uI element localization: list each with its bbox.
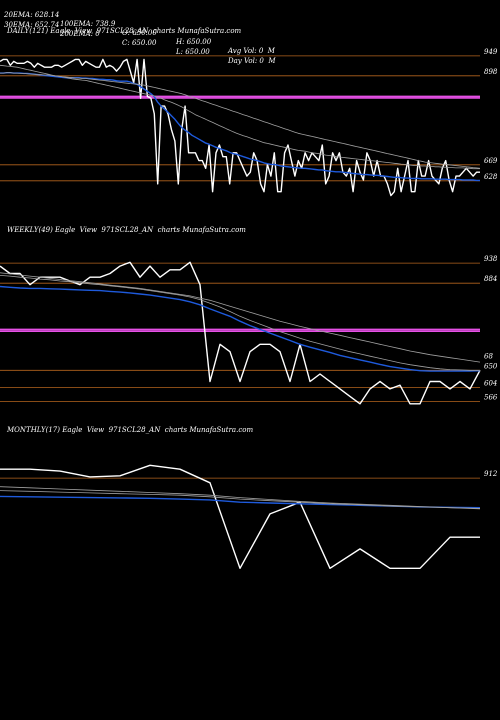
ema30-value: 30EMA: 652.74 [4, 21, 60, 29]
daily-chart-title: DAILY(121) Eagle View 971SCL28_AN charts… [7, 27, 242, 35]
ema20-value: 20EMA: 628.14 [4, 11, 60, 19]
day-vol-value: Day Vol: 0 M [228, 57, 276, 65]
high-value: H: 650.00 [176, 38, 212, 46]
daily-price-label: 669 [484, 157, 498, 165]
daily-ema-mid-line [0, 64, 480, 170]
daily-price-label: 898 [484, 68, 498, 76]
monthly-chart-title: MONTHLY(17) Eagle View 971SCL28_AN chart… [7, 426, 254, 434]
daily-price-line [0, 58, 480, 197]
daily-ema-long-line [0, 72, 481, 169]
weekly-ema-mid-line [0, 275, 480, 371]
weekly-price-label: 650 [484, 362, 498, 370]
monthly-price-line [0, 464, 480, 569]
weekly-ema-long-line [0, 272, 481, 363]
weekly-price-label: 604 [484, 379, 497, 387]
daily-price-label: 628 [484, 173, 498, 181]
monthly-ema-long-line [0, 486, 481, 510]
close-value: C: 650.00 [122, 39, 157, 47]
weekly-panel: 938 884 68 650 604 566 [0, 255, 498, 405]
weekly-price-label: 884 [484, 275, 497, 283]
weekly-price-label: 938 [484, 255, 498, 263]
header-row-1: 20EMA: 628.14 100EMA: 738.9 O: 650.00 H:… [4, 2, 275, 56]
weekly-ema-short-line [0, 285, 481, 372]
daily-panel: 949 898 669 628 [0, 48, 498, 197]
ema100-value: 100EMA: 738.9 [60, 20, 116, 28]
header-row-2: 30EMA: 652.74 200EMA: 0 C: 650.00 L: 650… [4, 12, 276, 66]
weekly-chart-title: WEEKLY(49) Eagle View 971SCL28_AN charts… [7, 226, 246, 234]
monthly-ema-mid-line [0, 490, 481, 509]
weekly-price-label: 68 [484, 352, 493, 360]
weekly-price-line [0, 261, 481, 405]
weekly-price-label: 566 [484, 394, 498, 402]
monthly-panel: 912 [0, 464, 498, 569]
daily-price-label: 949 [484, 48, 498, 56]
low-value: L: 650.00 [176, 48, 210, 56]
ema200-value: 200EMA: 0 [60, 30, 100, 38]
open-value: O: 650.00 [122, 29, 157, 37]
avg-vol-value: Avg Vol: 0 M [228, 47, 275, 55]
monthly-price-label: 912 [484, 470, 498, 478]
